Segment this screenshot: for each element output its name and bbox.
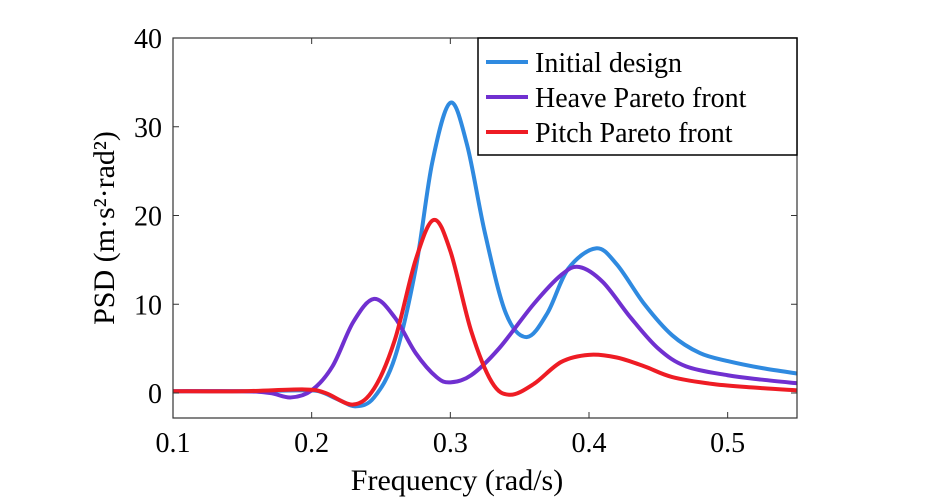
curves	[172, 100, 798, 409]
x-tick-label: 0.3	[433, 428, 468, 459]
legend-label-1: Heave Pareto front	[535, 83, 747, 114]
x-axis-label: Frequency (rad/s)	[351, 464, 563, 497]
y-axis-label: PSD (m·s²·rad²)	[88, 131, 121, 325]
axis-ticks: 0.1 0.2 0.3 0.4 0.5 0 10 20 30 40	[134, 24, 797, 459]
x-tick-label: 0.2	[294, 428, 329, 459]
y-tick-label: 0	[148, 379, 162, 410]
series-line-2	[172, 217, 798, 407]
legend-label-2: Pitch Pareto front	[535, 118, 733, 149]
x-tick-label: 0.1	[156, 428, 191, 459]
y-tick-label: 10	[134, 290, 162, 321]
series-line-1	[172, 264, 798, 400]
x-tick-label: 0.4	[572, 428, 607, 459]
y-tick-label: 20	[134, 202, 162, 233]
y-tick-label: 30	[134, 113, 162, 144]
legend-box	[477, 37, 798, 156]
x-tick-label: 0.5	[710, 428, 745, 459]
y-tick-label: 40	[134, 24, 162, 55]
legend: Initial design Heave Pareto front Pitch Pa…	[477, 37, 798, 156]
legend-label-0: Initial design	[535, 48, 682, 79]
